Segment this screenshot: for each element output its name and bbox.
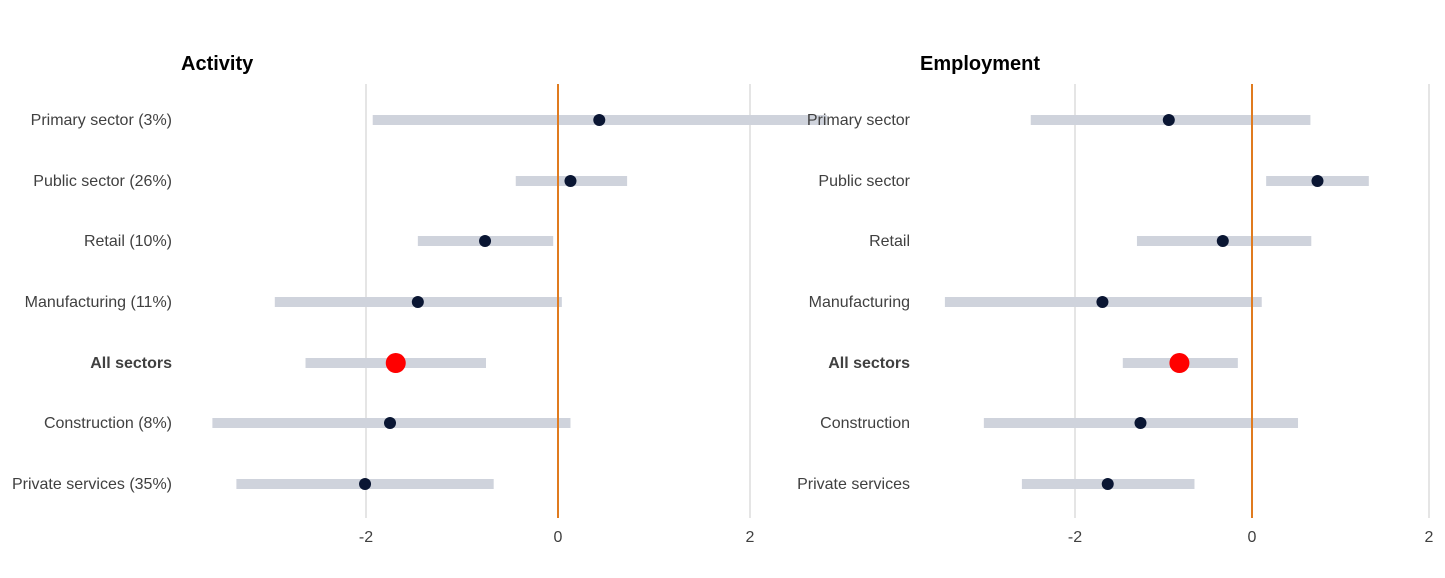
data-point [359, 478, 372, 490]
category-label: Private services (35%) [12, 476, 172, 493]
x-tick-label: 0 [554, 529, 563, 546]
category-label: Primary sector [807, 112, 911, 129]
highlight-point [1169, 353, 1190, 373]
category-label: Manufacturing (11%) [25, 294, 172, 311]
category-label: Public sector (26%) [33, 173, 172, 190]
data-point [1311, 175, 1324, 187]
category-label: Private services [797, 476, 910, 493]
category-label: Construction [820, 415, 910, 432]
data-point [1162, 114, 1175, 126]
category-label: All sectors [90, 355, 172, 372]
x-tick-label: 0 [1248, 529, 1257, 546]
category-label: Construction (8%) [44, 415, 172, 432]
data-point [1134, 417, 1147, 429]
highlight-point [385, 353, 406, 373]
data-point [411, 296, 424, 308]
x-tick-label: 2 [1425, 529, 1434, 546]
x-tick-label: -2 [1068, 529, 1082, 546]
data-point [479, 235, 492, 247]
x-tick-label: -2 [359, 529, 373, 546]
x-tick-label: 2 [746, 529, 755, 546]
category-label: Primary sector (3%) [31, 112, 172, 129]
data-point [1096, 296, 1109, 308]
category-label: All sectors [828, 355, 910, 372]
data-point [564, 175, 577, 187]
category-label: Public sector [818, 173, 910, 190]
data-point [593, 114, 606, 126]
category-label: Manufacturing [809, 294, 910, 311]
data-point [1216, 235, 1229, 247]
data-point [1101, 478, 1114, 490]
panel-title: Employment [920, 53, 1040, 75]
category-label: Retail (10%) [84, 233, 172, 250]
data-point [384, 417, 396, 429]
panel-title: Activity [181, 53, 254, 75]
category-label: Retail [869, 233, 910, 250]
